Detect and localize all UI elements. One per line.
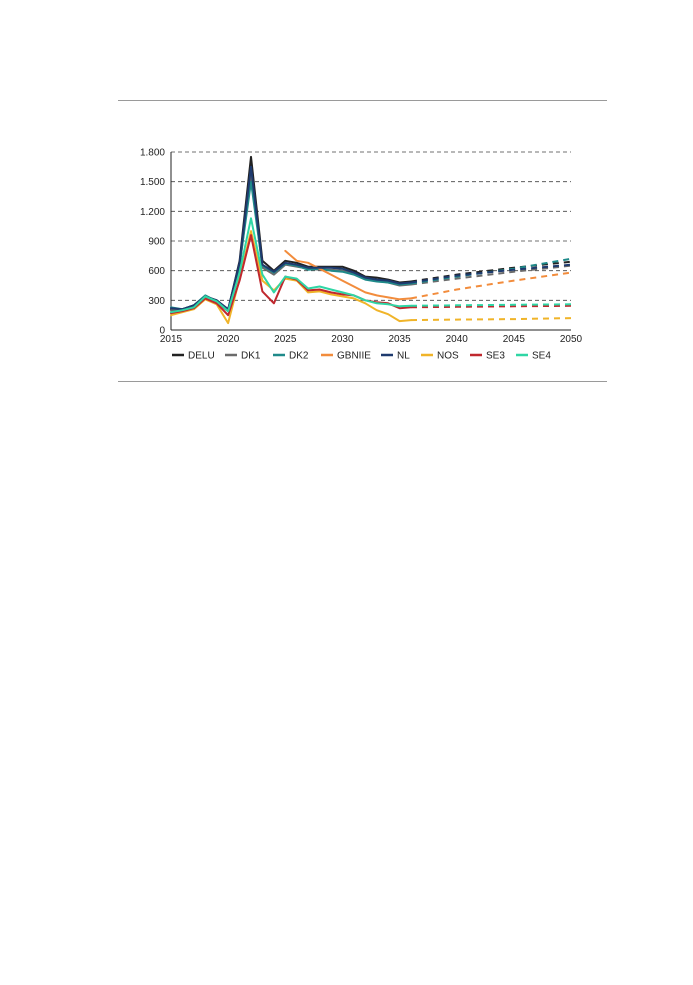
y-tick-label: 1.200 [140, 207, 165, 218]
y-tick-label: 600 [148, 266, 165, 277]
series-projection-se4 [410, 303, 572, 307]
x-tick-label: 2040 [446, 334, 469, 345]
x-tick-label: 2050 [560, 334, 583, 345]
x-tick-label: 2015 [160, 334, 183, 345]
series-line-gbniie [284, 249, 412, 301]
y-tick-label: 1.500 [140, 177, 165, 188]
legend-label: DK1 [241, 351, 261, 362]
legend-item-gbniie: GBNIIE [321, 351, 371, 362]
x-tick-label: 2025 [274, 334, 297, 345]
legend-label: SE4 [532, 351, 551, 362]
y-tick-label: 300 [148, 296, 165, 307]
legend-label: DELU [188, 351, 215, 362]
x-tick-labels: 2015 2020 2025 2030 2035 2040 2045 2050 [160, 334, 583, 345]
legend-label: NL [397, 351, 410, 362]
series-lines [170, 155, 572, 325]
x-tick-label: 2045 [503, 334, 526, 345]
x-tick-label: 2035 [388, 334, 411, 345]
series-line-nl [170, 165, 412, 311]
legend-label: DK2 [289, 351, 309, 362]
legend-item-dk1: DK1 [225, 351, 261, 362]
legend-item-nl: NL [381, 351, 410, 362]
bottom-divider [118, 381, 607, 382]
series-projection-nos [410, 317, 572, 322]
legend-item-nos: NOS [421, 351, 459, 362]
series-line-dk1 [170, 172, 412, 313]
legend-label: GBNIIE [337, 351, 371, 362]
series-line-se4 [170, 217, 412, 314]
x-tick-label: 2030 [331, 334, 354, 345]
series-projection-se3 [410, 304, 572, 309]
legend-item-se3: SE3 [470, 351, 505, 362]
axes [170, 152, 571, 331]
y-tick-label: 0 [159, 326, 165, 337]
series-line-dk2 [170, 180, 412, 312]
legend-label: SE3 [486, 351, 505, 362]
series-projection-gbniie [410, 271, 572, 300]
y-tick-labels: 0 300 600 900 1.200 1.500 1.800 [140, 148, 165, 337]
y-tick-label: 900 [148, 237, 165, 248]
legend-label: NOS [437, 351, 459, 362]
series-projection-dk1 [410, 264, 572, 286]
legend: DELU DK1 DK2 GBNIIE NL NOS SE3 SE4 [172, 351, 551, 362]
legend-item-delu: DELU [172, 351, 215, 362]
y-tick-label: 1.800 [140, 148, 165, 159]
legend-item-se4: SE4 [516, 351, 551, 362]
series-line-delu [170, 155, 412, 312]
top-divider [118, 100, 607, 101]
x-tick-label: 2020 [217, 334, 240, 345]
legend-item-dk2: DK2 [273, 351, 309, 362]
series-projection-nl [410, 263, 572, 284]
